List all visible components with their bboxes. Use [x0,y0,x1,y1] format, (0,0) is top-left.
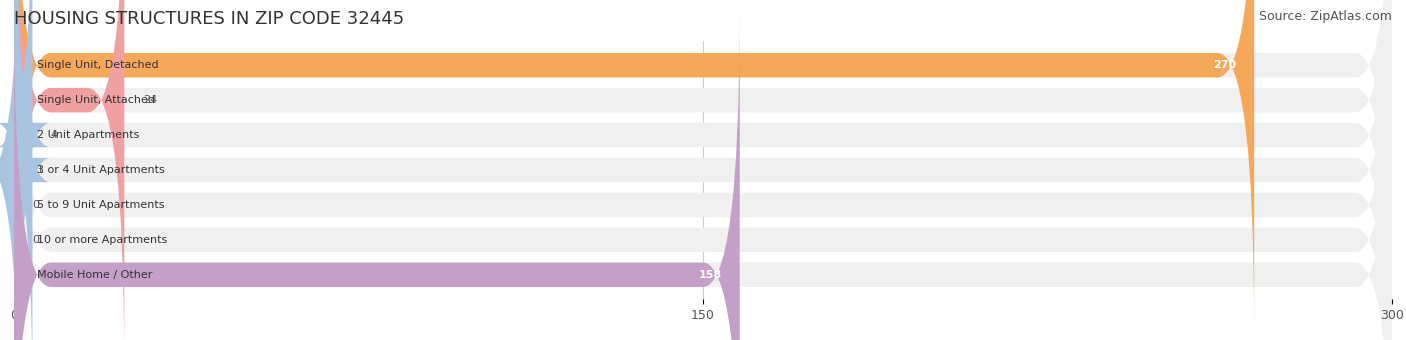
FancyBboxPatch shape [14,0,1392,340]
FancyBboxPatch shape [14,0,1392,340]
Text: 270: 270 [1212,60,1236,70]
Text: 5 to 9 Unit Apartments: 5 to 9 Unit Apartments [37,200,165,210]
Text: Single Unit, Detached: Single Unit, Detached [37,60,159,70]
Text: HOUSING STRUCTURES IN ZIP CODE 32445: HOUSING STRUCTURES IN ZIP CODE 32445 [14,10,405,28]
FancyBboxPatch shape [14,0,1392,340]
Text: 24: 24 [142,95,157,105]
Text: 1: 1 [37,165,44,175]
Text: Single Unit, Attached: Single Unit, Attached [37,95,155,105]
FancyBboxPatch shape [14,7,1392,340]
Text: Mobile Home / Other: Mobile Home / Other [37,270,152,280]
Text: 158: 158 [699,270,721,280]
Text: 3 or 4 Unit Apartments: 3 or 4 Unit Apartments [37,165,165,175]
FancyBboxPatch shape [14,0,1392,333]
FancyBboxPatch shape [14,0,1392,340]
FancyBboxPatch shape [14,7,740,340]
Text: 0: 0 [32,235,39,245]
Text: 10 or more Apartments: 10 or more Apartments [37,235,167,245]
FancyBboxPatch shape [14,0,1254,333]
FancyBboxPatch shape [14,0,1392,340]
Text: 0: 0 [32,200,39,210]
FancyBboxPatch shape [0,0,51,340]
Text: 4: 4 [51,130,58,140]
FancyBboxPatch shape [14,0,124,340]
Text: 2 Unit Apartments: 2 Unit Apartments [37,130,139,140]
Text: Source: ZipAtlas.com: Source: ZipAtlas.com [1258,10,1392,23]
FancyBboxPatch shape [0,0,51,340]
